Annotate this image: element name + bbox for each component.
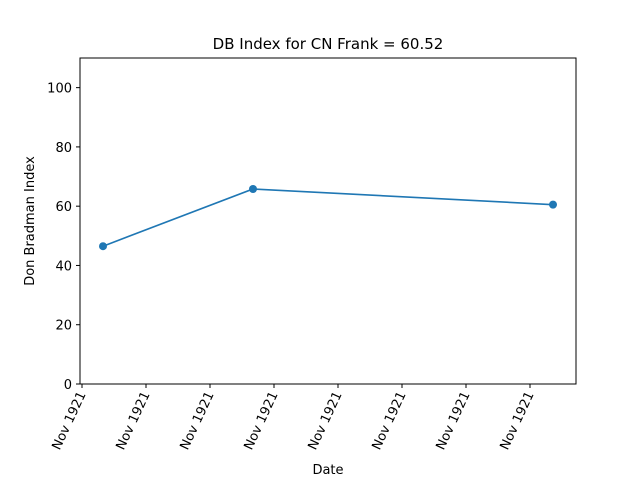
y-axis-label: Don Bradman Index [23, 156, 38, 286]
y-tick-label-1: 20 [55, 319, 72, 334]
chart-title: DB Index for CN Frank = 60.52 [213, 35, 444, 53]
y-tick-label-5: 100 [47, 82, 72, 97]
x-axis-label: Date [312, 463, 343, 478]
axes-frame [79, 57, 577, 385]
y-tick-label-4: 80 [55, 141, 72, 156]
data-point-0-0 [99, 242, 107, 251]
y-tick-label-3: 60 [55, 200, 72, 215]
data-point-0-1 [249, 184, 257, 193]
y-tick-label-2: 40 [55, 259, 72, 274]
data-point-0-2 [549, 200, 557, 209]
y-tick-label-0: 0 [64, 378, 72, 393]
